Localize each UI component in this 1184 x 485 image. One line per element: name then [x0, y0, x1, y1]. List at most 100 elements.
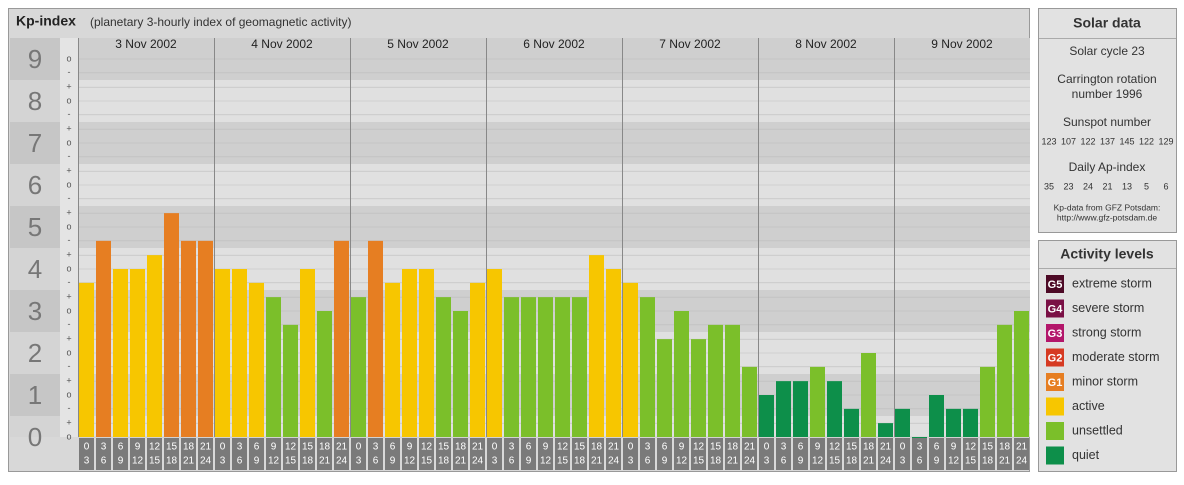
minor-tick-label: o — [66, 263, 71, 273]
hour-end: 6 — [645, 456, 651, 467]
sunspot-number: 137 — [1100, 136, 1115, 146]
hour-end: 21 — [319, 456, 331, 467]
bar — [861, 353, 876, 437]
hour-box — [130, 438, 145, 470]
legend-swatch — [1046, 446, 1064, 465]
carrington: number 1996 — [1072, 87, 1143, 101]
hour-start: 6 — [254, 442, 260, 453]
bar — [640, 297, 655, 437]
legend-swatch — [1046, 373, 1064, 391]
hour-end: 18 — [574, 456, 586, 467]
hour-start: 15 — [166, 442, 178, 453]
hour-end: 3 — [356, 456, 362, 467]
hour-start: 6 — [662, 442, 668, 453]
hour-end: 24 — [880, 456, 892, 467]
hour-end: 12 — [676, 456, 688, 467]
hour-box — [776, 438, 791, 470]
hour-start: 6 — [934, 442, 940, 453]
bar — [419, 269, 434, 437]
bar — [487, 269, 502, 437]
minor-tick-label: - — [68, 151, 71, 161]
hour-end: 9 — [390, 456, 396, 467]
bar — [963, 408, 978, 437]
hour-box — [963, 438, 978, 470]
hour-box — [368, 438, 383, 470]
bar — [725, 324, 740, 437]
hour-end: 9 — [934, 456, 940, 467]
band — [10, 38, 60, 80]
bar — [623, 282, 638, 437]
bar — [198, 240, 213, 437]
bar — [351, 297, 366, 437]
bar — [130, 269, 145, 437]
hour-end: 15 — [557, 456, 569, 467]
hour-start: 15 — [302, 442, 314, 453]
hour-start: 12 — [829, 442, 841, 453]
hour-box — [810, 438, 825, 470]
hour-end: 3 — [900, 456, 906, 467]
hour-box — [980, 438, 995, 470]
hour-start: 6 — [118, 442, 124, 453]
hour-start: 12 — [285, 442, 297, 453]
hour-end: 24 — [1016, 456, 1028, 467]
minor-tick-label: - — [68, 361, 71, 371]
y-tick-label: 5 — [28, 212, 42, 242]
legend-swatch — [1046, 348, 1064, 367]
hour-box — [521, 438, 536, 470]
bar — [266, 297, 281, 437]
hour-start: 0 — [492, 442, 498, 453]
bar — [793, 381, 808, 437]
legend-swatch — [1046, 324, 1064, 342]
hour-end: 21 — [727, 456, 739, 467]
y-tick-label: 0 — [28, 422, 42, 452]
hour-box — [589, 438, 604, 470]
minor-tick-label: o — [66, 389, 71, 399]
bar — [300, 269, 315, 437]
bar — [521, 297, 536, 437]
minor-tick-label: + — [66, 292, 71, 302]
hour-box — [946, 438, 961, 470]
hour-end: 12 — [948, 456, 960, 467]
hour-start: 0 — [84, 442, 90, 453]
hour-end: 3 — [492, 456, 498, 467]
bar — [997, 324, 1012, 437]
hour-end: 15 — [829, 456, 841, 467]
hour-start: 0 — [900, 442, 906, 453]
hour-box — [844, 438, 859, 470]
hour-start: 12 — [149, 442, 161, 453]
hour-start: 0 — [764, 442, 770, 453]
hour-end: 21 — [455, 456, 467, 467]
hour-end: 24 — [744, 456, 756, 467]
hour-start: 12 — [693, 442, 705, 453]
bar — [759, 395, 774, 437]
minor-tick-label: o — [66, 179, 71, 189]
hour-end: 6 — [509, 456, 515, 467]
band — [10, 416, 60, 437]
legend-swatch — [1046, 397, 1064, 416]
sunspot-number: 122 — [1080, 136, 1095, 146]
hour-start: 6 — [390, 442, 396, 453]
y-tick-label: 7 — [28, 128, 42, 158]
hour-box — [266, 438, 281, 470]
hour-end: 24 — [200, 456, 212, 467]
hour-start: 9 — [135, 442, 141, 453]
hour-start: 18 — [183, 442, 195, 453]
y-tick-label: 9 — [28, 44, 42, 74]
hour-end: 6 — [101, 456, 107, 467]
bar — [317, 311, 332, 437]
hour-box — [997, 438, 1012, 470]
hour-start: 12 — [421, 442, 433, 453]
hour-end: 18 — [710, 456, 722, 467]
hour-end: 21 — [183, 456, 195, 467]
hour-start: 3 — [101, 442, 107, 453]
hour-end: 21 — [591, 456, 603, 467]
bar — [453, 311, 468, 437]
hour-box — [215, 438, 230, 470]
band — [10, 122, 60, 164]
hour-end: 9 — [662, 456, 668, 467]
hour-end: 12 — [812, 456, 824, 467]
ap-value: 21 — [1102, 181, 1112, 191]
hour-start: 9 — [407, 442, 413, 453]
hour-start: 3 — [509, 442, 515, 453]
hour-box — [1014, 438, 1029, 470]
